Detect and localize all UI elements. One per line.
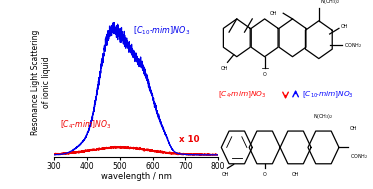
Text: OH: OH (341, 24, 348, 29)
Text: $\rm CONH_2$: $\rm CONH_2$ (350, 152, 368, 161)
Text: $[C_4\!$-mim$]NO_3$: $[C_4\!$-mim$]NO_3$ (218, 89, 267, 100)
Text: $\rm CONH_2$: $\rm CONH_2$ (344, 41, 362, 50)
Y-axis label: Resonance Light Scattering
of ionic liquid: Resonance Light Scattering of ionic liqu… (31, 29, 51, 135)
Text: $\rm N(CH_3)_2$: $\rm N(CH_3)_2$ (313, 112, 334, 121)
Text: O: O (263, 72, 267, 77)
Text: x 10: x 10 (179, 135, 199, 144)
Text: $[C_4$-mim$]NO_3$: $[C_4$-mim$]NO_3$ (60, 119, 112, 131)
Text: $[C_{10}$-mim$]NO_3$: $[C_{10}$-mim$]NO_3$ (133, 25, 190, 37)
Text: OH: OH (350, 126, 357, 131)
Text: $[C_{10}\!$-mim$]NO_3$: $[C_{10}\!$-mim$]NO_3$ (302, 89, 354, 100)
Text: OH: OH (292, 172, 300, 177)
Text: OH: OH (270, 11, 277, 16)
Text: O: O (263, 172, 267, 177)
X-axis label: wavelength / nm: wavelength / nm (101, 172, 172, 181)
Text: $\rm N(CH_3)_2$: $\rm N(CH_3)_2$ (320, 0, 341, 6)
Text: OH: OH (222, 172, 230, 177)
Text: OH: OH (221, 66, 228, 71)
